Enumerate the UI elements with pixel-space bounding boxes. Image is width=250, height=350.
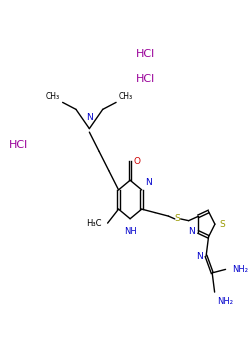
Text: NH₂: NH₂ [217,298,233,306]
Text: CH₃: CH₃ [46,92,60,100]
Text: CH₃: CH₃ [118,92,133,100]
Text: HCl: HCl [136,49,156,59]
Text: S: S [219,220,225,229]
Text: N: N [145,178,152,187]
Text: N: N [86,113,93,122]
Text: HCl: HCl [8,140,28,150]
Text: S: S [175,215,180,223]
Text: HCl: HCl [136,74,156,84]
Text: NH₂: NH₂ [232,265,248,274]
Text: N: N [196,252,203,260]
Text: O: O [134,156,141,166]
Text: N: N [188,228,194,237]
Text: NH: NH [124,228,136,237]
Text: H₃C: H₃C [86,219,102,228]
